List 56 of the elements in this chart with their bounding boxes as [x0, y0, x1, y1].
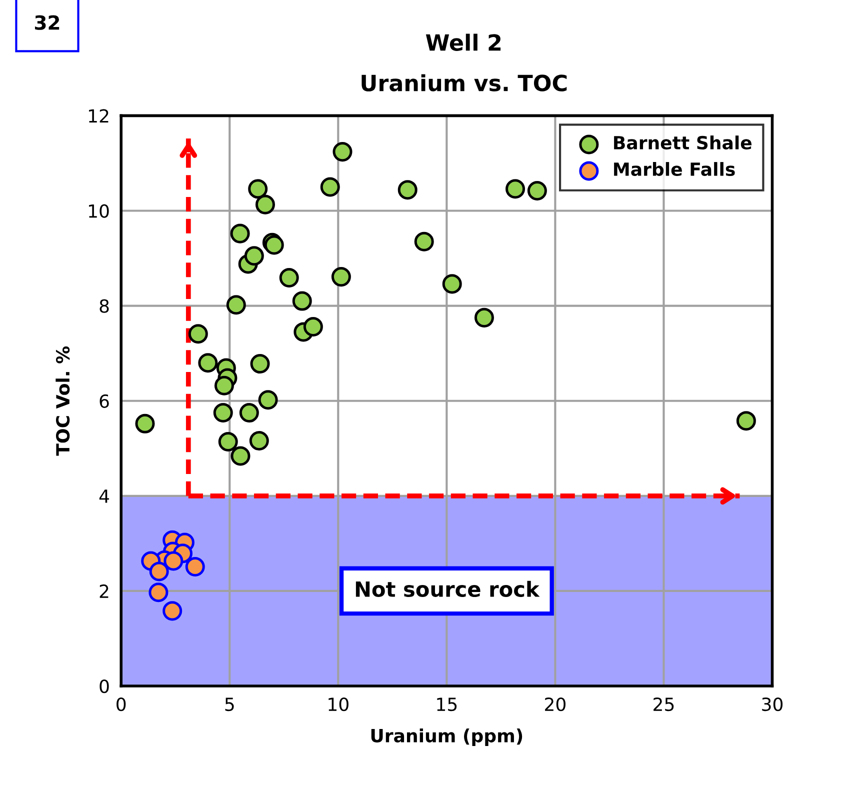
point [255, 194, 275, 214]
x-axis-title: Uranium (ppm) [371, 728, 522, 746]
point [213, 402, 233, 422]
point [506, 179, 526, 199]
chart-title: Well 2 [426, 34, 501, 51]
x-tick-label: 30 [762, 697, 783, 712]
point [135, 414, 155, 434]
point [292, 291, 312, 311]
point [527, 181, 547, 201]
point [162, 601, 182, 621]
point [164, 551, 184, 571]
y-tick-label: 0 [100, 679, 109, 694]
y-axis-title: TOC Vol. % [56, 346, 70, 456]
x-tick-label: 25 [654, 697, 674, 712]
point [398, 180, 418, 200]
point [239, 402, 259, 422]
point [230, 224, 250, 244]
x-tick-label: 5 [225, 698, 234, 712]
y-tick-label: 6 [100, 394, 109, 408]
point [442, 274, 462, 294]
y-tick-label: 2 [100, 584, 108, 598]
point [249, 431, 269, 451]
text: 32 [35, 15, 60, 30]
y-tick-label: 10 [89, 204, 109, 218]
point [226, 295, 246, 315]
point [214, 376, 234, 396]
point [279, 268, 299, 288]
point [332, 142, 352, 162]
x-tick-label: 15 [437, 698, 457, 712]
point [188, 324, 208, 344]
point [198, 353, 218, 373]
point [218, 432, 238, 452]
point [303, 316, 323, 336]
chart-subtitle: Uranium vs. TOC [362, 74, 567, 92]
legend-label: Marble Falls [614, 162, 735, 176]
point [248, 179, 268, 199]
legend-label: Barnett Shale [614, 136, 752, 150]
point [149, 562, 169, 582]
x-tick-label: 0 [116, 697, 126, 712]
y-tick-label: 4 [99, 490, 109, 503]
y-tick-label: 8 [100, 299, 109, 313]
point [331, 267, 351, 287]
point [258, 390, 278, 410]
point [736, 411, 756, 431]
point [185, 556, 205, 576]
band-label: Not source rock [356, 580, 540, 598]
x-tick-label: 10 [328, 697, 348, 712]
point [250, 354, 270, 374]
point [244, 246, 264, 266]
y-tick-label: 12 [89, 109, 108, 123]
point [320, 177, 340, 197]
point [414, 232, 434, 252]
point [474, 308, 494, 328]
point [148, 582, 168, 602]
point [230, 446, 250, 466]
x-tick-label: 20 [545, 697, 566, 712]
